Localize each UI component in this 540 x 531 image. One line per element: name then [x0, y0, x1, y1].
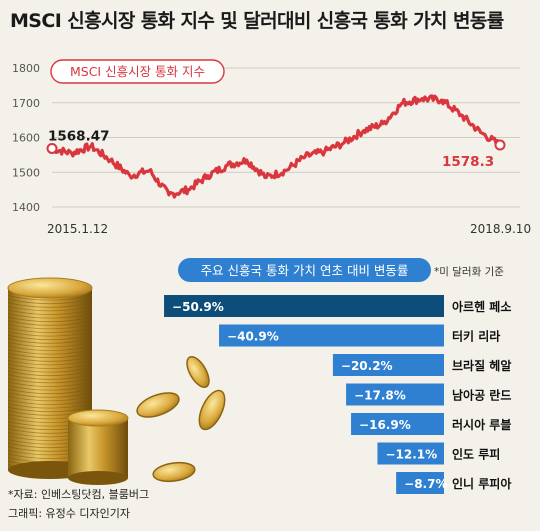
y-tick-label: 1400: [12, 201, 40, 214]
source-note: *자료: 인베스팅닷컴, 블룸버그: [8, 488, 150, 501]
bar-category-label: 아르헨 페소: [452, 299, 511, 314]
x-start-label: 2015.1.12: [47, 222, 108, 236]
bar: [164, 295, 445, 317]
bar: [377, 442, 444, 465]
bar-value-label: −17.8%: [354, 389, 406, 403]
y-tick-label: 1500: [12, 166, 40, 179]
bar-value-label: −50.9%: [172, 300, 224, 314]
x-end-label: 2018.9.10: [470, 222, 531, 236]
bar-value-label: −16.9%: [359, 418, 411, 432]
y-tick-label: 1700: [12, 97, 40, 110]
bar: [346, 383, 444, 406]
bar-value-label: −40.9%: [227, 330, 279, 344]
y-tick-label: 1800: [12, 62, 40, 75]
page-title: MSCI 신흥시장 통화 지수 및 달러대비 신흥국 통화 가치 변동률: [10, 10, 504, 32]
bar-category-label: 터키 리라: [452, 329, 500, 344]
bar-category-label: 브라질 헤알: [452, 358, 511, 373]
y-tick-label: 1600: [12, 132, 40, 145]
y-tick-labels: 1800 1700 1600 1500 1400: [12, 62, 40, 214]
bar-category-label: 인니 루피아: [452, 476, 511, 491]
chart-title-pill: MSCI 신흥시장 통화 지수: [50, 59, 225, 84]
bar-value-label: −20.2%: [341, 359, 393, 373]
bar-chart-title: 주요 신흥국 통화 가치 연초 대비 변동률: [201, 263, 409, 278]
graphic-credit: 그래픽: 유정수 디자인기자: [8, 507, 131, 520]
bar-series: −50.9% 아르헨 페소 −40.9% 터키 리라 −20.2% 브라질 헤알 −17.8…: [164, 295, 511, 494]
index-series-line: [50, 94, 502, 199]
line-chart-title: MSCI 신흥시장 통화 지수: [70, 64, 205, 79]
bar: [351, 413, 444, 435]
currency-basis-note: *미 달러화 기준: [434, 266, 504, 278]
bar-category-label: 러시아 루블: [452, 417, 511, 432]
start-value-label: 1568.47: [48, 128, 110, 144]
line-grid: [52, 67, 520, 208]
end-value-label: 1578.3: [442, 154, 494, 170]
line-chart: 1800 1700 1600 1500 1400 MSCI 신흥시장 통화 지수 156…: [12, 59, 531, 236]
bar-category-label: 인도 루피: [452, 447, 500, 462]
bar-value-label: −8.7%: [404, 477, 447, 491]
end-point: [494, 139, 506, 151]
bar-category-label: 남아공 란드: [452, 388, 511, 403]
bar: [332, 354, 444, 376]
bar-chart-title-pill: 주요 신흥국 통화 가치 연초 대비 변동률: [178, 258, 431, 282]
bar: [396, 472, 444, 494]
bar-value-label: −12.1%: [385, 448, 437, 462]
start-point: [46, 142, 58, 154]
bar: [219, 324, 444, 347]
